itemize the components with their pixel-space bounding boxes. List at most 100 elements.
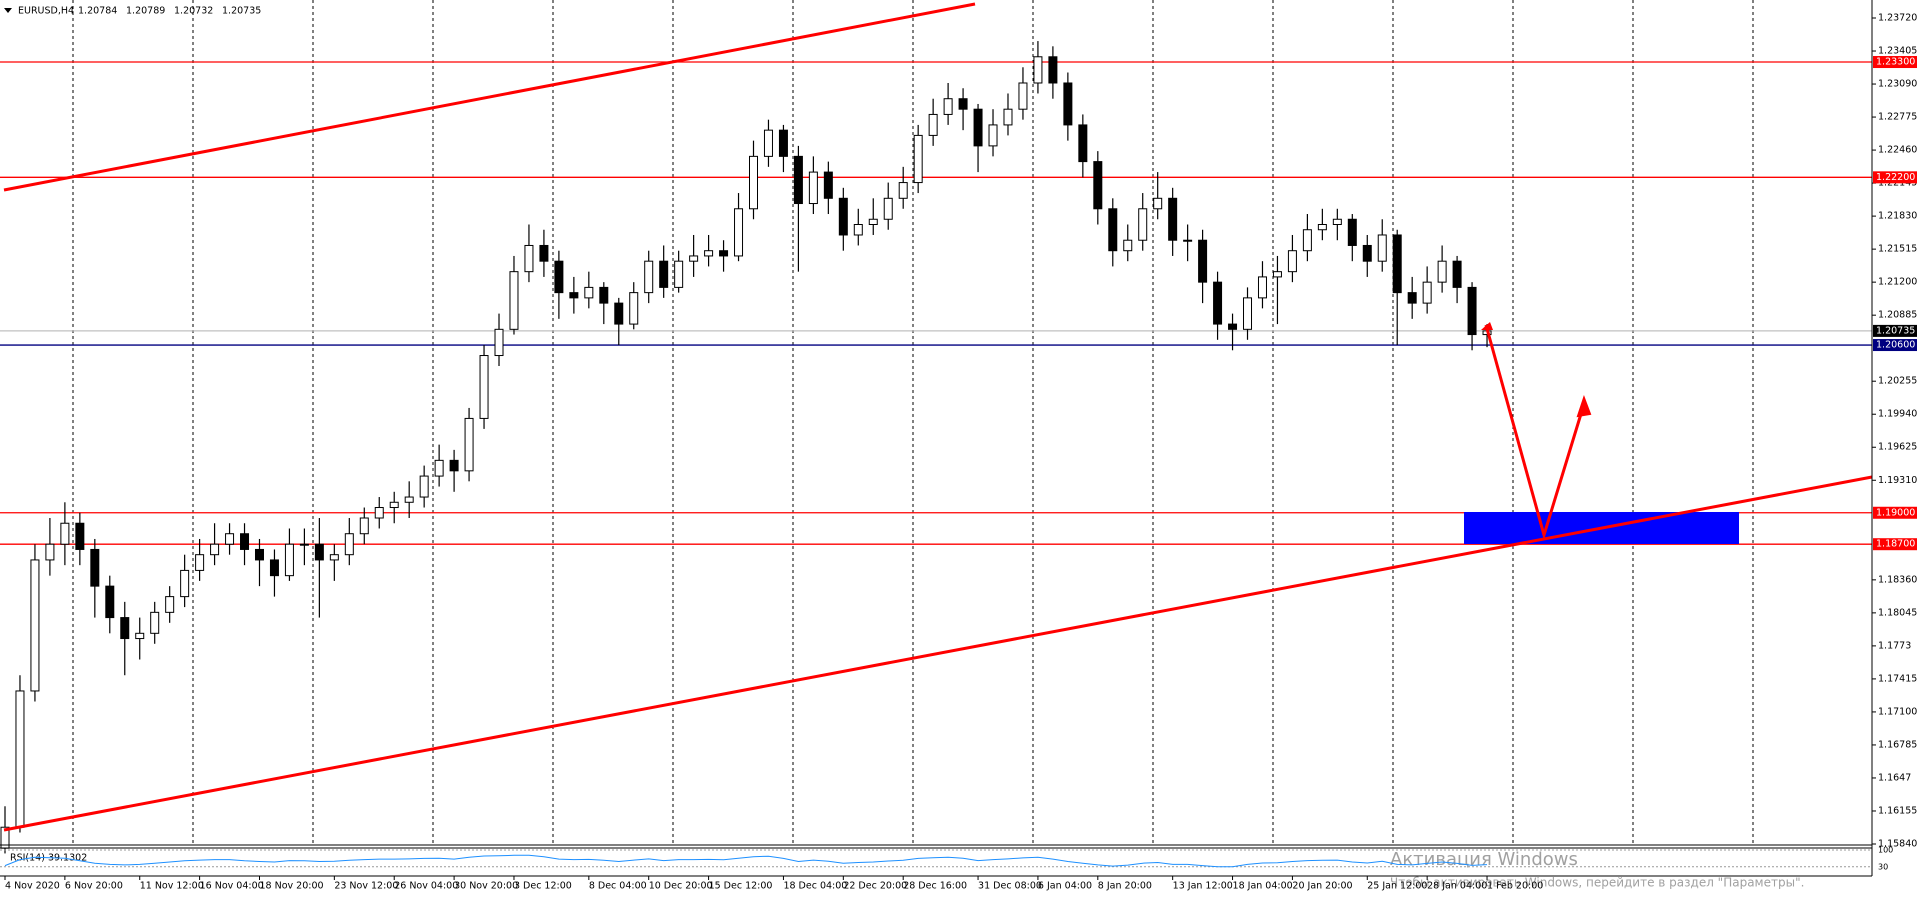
candle-body — [584, 286, 594, 299]
candle-body — [1272, 271, 1282, 278]
candle-body — [299, 543, 309, 546]
candle-body — [1078, 124, 1088, 163]
candle-body — [1377, 234, 1387, 262]
candle-body — [1108, 208, 1118, 252]
candle-body — [868, 218, 878, 225]
candle-body — [120, 617, 130, 640]
x-tick-label: 26 Nov 04:00 — [394, 881, 458, 892]
candle-body — [30, 559, 40, 692]
menu-arrow[interactable] — [4, 8, 12, 13]
candles-layer — [0, 41, 1492, 854]
candle-body — [1138, 208, 1148, 241]
candle-body — [719, 250, 729, 257]
x-tick-label: 20 Jan 20:00 — [1292, 881, 1352, 892]
x-tick-label: 28 Dec 16:00 — [903, 881, 967, 892]
candle-body — [1243, 297, 1253, 330]
candle-body — [793, 155, 803, 205]
header-value: 1.20789 — [126, 6, 165, 17]
candle-body — [1467, 286, 1477, 336]
arrow-head — [1576, 395, 1592, 418]
x-tick-label: 6 Jan 04:00 — [1038, 881, 1092, 892]
candle-body — [359, 517, 369, 535]
candle-body — [1302, 229, 1312, 252]
candle-body — [464, 417, 474, 472]
candle-body — [60, 522, 70, 545]
candle-body — [1392, 234, 1402, 294]
candle-body — [1183, 239, 1193, 242]
rsi-tick-label: 100 — [1878, 846, 1893, 855]
y-tick-label: 1.18360 — [1878, 574, 1917, 585]
lower-trendline — [3, 475, 1873, 832]
candle-body — [105, 585, 115, 619]
candle-body — [344, 533, 354, 556]
candle-body — [1437, 260, 1447, 283]
x-tick-label: 30 Nov 20:00 — [454, 881, 518, 892]
candle-body — [1063, 82, 1073, 126]
candle-body — [853, 224, 863, 236]
y-tick-label: 1.22775 — [1878, 112, 1917, 123]
candle-body — [1213, 281, 1223, 325]
level-label: 1.20735 — [1876, 325, 1915, 336]
candle-body — [838, 197, 848, 236]
y-tick-label: 1.23720 — [1878, 13, 1917, 24]
candle-body — [704, 250, 714, 257]
y-tick-label: 1.16155 — [1878, 805, 1917, 816]
x-tick-label: 6 Nov 20:00 — [65, 881, 123, 892]
x-tick-label: 8 Dec 04:00 — [589, 881, 647, 892]
y-tick-label: 1.20885 — [1878, 310, 1917, 321]
y-tick-label: 1.15840 — [1878, 839, 1917, 850]
candle-body — [629, 292, 639, 325]
candle-body — [599, 286, 609, 304]
y-tick-label: 1.19625 — [1878, 442, 1917, 453]
candle-body — [958, 98, 968, 110]
candle-body — [823, 171, 833, 199]
candle-body — [1422, 281, 1432, 304]
x-tick-label: 25 Jan 12:00 — [1367, 881, 1427, 892]
candle-body — [180, 569, 190, 598]
x-tick-label: 11 Nov 12:00 — [140, 881, 204, 892]
header-value: 1.20735 — [222, 6, 261, 17]
x-tick-label: 18 Jan 04:00 — [1233, 881, 1293, 892]
y-tick-label: 1.21515 — [1878, 244, 1917, 255]
y-tick-label: 1.23090 — [1878, 79, 1917, 90]
x-tick-label: 16 Nov 04:00 — [200, 881, 264, 892]
x-tick-label: 10 Dec 20:00 — [649, 881, 713, 892]
y-tick-label: 1.19940 — [1878, 409, 1917, 420]
candle-body — [1228, 323, 1238, 330]
candle-body — [778, 129, 788, 157]
candle-body — [1048, 56, 1058, 84]
level-label: 1.22200 — [1876, 172, 1915, 183]
candle-body — [1198, 239, 1208, 283]
candle-body — [1168, 197, 1178, 241]
candle-body — [269, 559, 279, 577]
watermark-title: Активация Windows — [1390, 849, 1578, 870]
y-tick-label: 1.16785 — [1878, 739, 1917, 750]
candle-body — [674, 260, 684, 288]
y-tick-label: 1.23405 — [1878, 46, 1917, 57]
candle-body — [479, 355, 489, 419]
y-tick-label: 1.18045 — [1878, 607, 1917, 618]
candle-body — [45, 543, 55, 561]
x-tick-label: 22 Dec 20:00 — [843, 881, 907, 892]
candle-body — [210, 543, 220, 556]
candle-body — [539, 244, 549, 262]
upper-trendline — [3, 2, 976, 192]
candle-body — [449, 459, 459, 472]
header-value: 1.20732 — [174, 6, 213, 17]
y-tick-label: 1.1773 — [1878, 640, 1911, 651]
level-label-box — [1873, 324, 1917, 337]
candle-body — [254, 548, 264, 561]
candle-body — [898, 182, 908, 199]
candle-body — [374, 507, 384, 519]
candle-body — [314, 543, 324, 561]
level-label-box — [1873, 339, 1917, 352]
y-tick-label: 1.1647 — [1878, 772, 1911, 783]
candle-body — [135, 632, 145, 640]
candle-body — [689, 255, 699, 262]
candle-body — [509, 271, 519, 330]
candle-body — [1003, 108, 1013, 126]
candle-body — [1123, 239, 1133, 252]
candle-body — [494, 328, 504, 357]
